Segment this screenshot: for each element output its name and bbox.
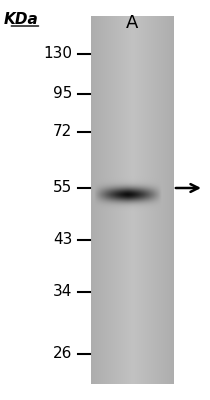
Text: 43: 43: [53, 232, 72, 248]
Text: 95: 95: [53, 86, 72, 102]
Text: A: A: [126, 14, 138, 32]
Text: 26: 26: [53, 346, 72, 362]
Text: 130: 130: [43, 46, 72, 62]
Text: 55: 55: [53, 180, 72, 196]
Text: 72: 72: [53, 124, 72, 140]
Text: 34: 34: [53, 284, 72, 300]
Text: KDa: KDa: [3, 12, 38, 27]
